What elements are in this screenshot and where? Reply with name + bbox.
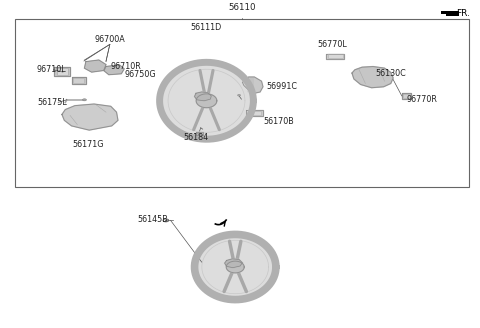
Ellipse shape <box>165 220 167 221</box>
Text: 56991C: 56991C <box>266 82 297 91</box>
Polygon shape <box>402 93 411 99</box>
Bar <box>446 11 459 16</box>
Text: 56130C: 56130C <box>375 69 406 77</box>
Polygon shape <box>73 78 84 83</box>
Bar <box>15 19 469 187</box>
Polygon shape <box>194 92 211 101</box>
Polygon shape <box>104 65 124 75</box>
Polygon shape <box>352 67 393 88</box>
Polygon shape <box>242 77 263 93</box>
Polygon shape <box>194 235 276 299</box>
Text: 56111D: 56111D <box>191 23 222 32</box>
Polygon shape <box>326 53 344 59</box>
Text: 96770R: 96770R <box>407 95 437 104</box>
Text: 56184: 56184 <box>183 133 208 142</box>
Text: 56110: 56110 <box>228 3 256 12</box>
Polygon shape <box>72 77 86 85</box>
Ellipse shape <box>83 99 86 101</box>
Text: 96700A: 96700A <box>95 35 125 44</box>
Text: 56170B: 56170B <box>263 117 294 127</box>
Polygon shape <box>248 111 261 115</box>
Text: 56770L: 56770L <box>317 40 347 49</box>
Polygon shape <box>225 259 242 268</box>
Polygon shape <box>84 60 106 72</box>
Polygon shape <box>62 104 118 130</box>
Polygon shape <box>196 133 203 135</box>
Text: 56171G: 56171G <box>72 140 104 149</box>
Polygon shape <box>196 94 217 108</box>
Text: FR.: FR. <box>456 9 470 18</box>
Text: 96750G: 96750G <box>124 70 156 79</box>
Text: 56175L: 56175L <box>37 98 67 107</box>
Polygon shape <box>57 68 68 75</box>
Polygon shape <box>54 67 70 76</box>
Text: 96710R: 96710R <box>111 62 142 71</box>
Polygon shape <box>327 54 343 58</box>
Text: 96710L: 96710L <box>36 65 66 74</box>
Polygon shape <box>226 261 244 273</box>
Text: 56145B: 56145B <box>137 215 168 224</box>
Polygon shape <box>403 94 410 98</box>
Ellipse shape <box>238 94 240 96</box>
Polygon shape <box>159 62 253 139</box>
Ellipse shape <box>198 133 201 134</box>
Bar <box>441 11 447 14</box>
Polygon shape <box>246 110 263 116</box>
